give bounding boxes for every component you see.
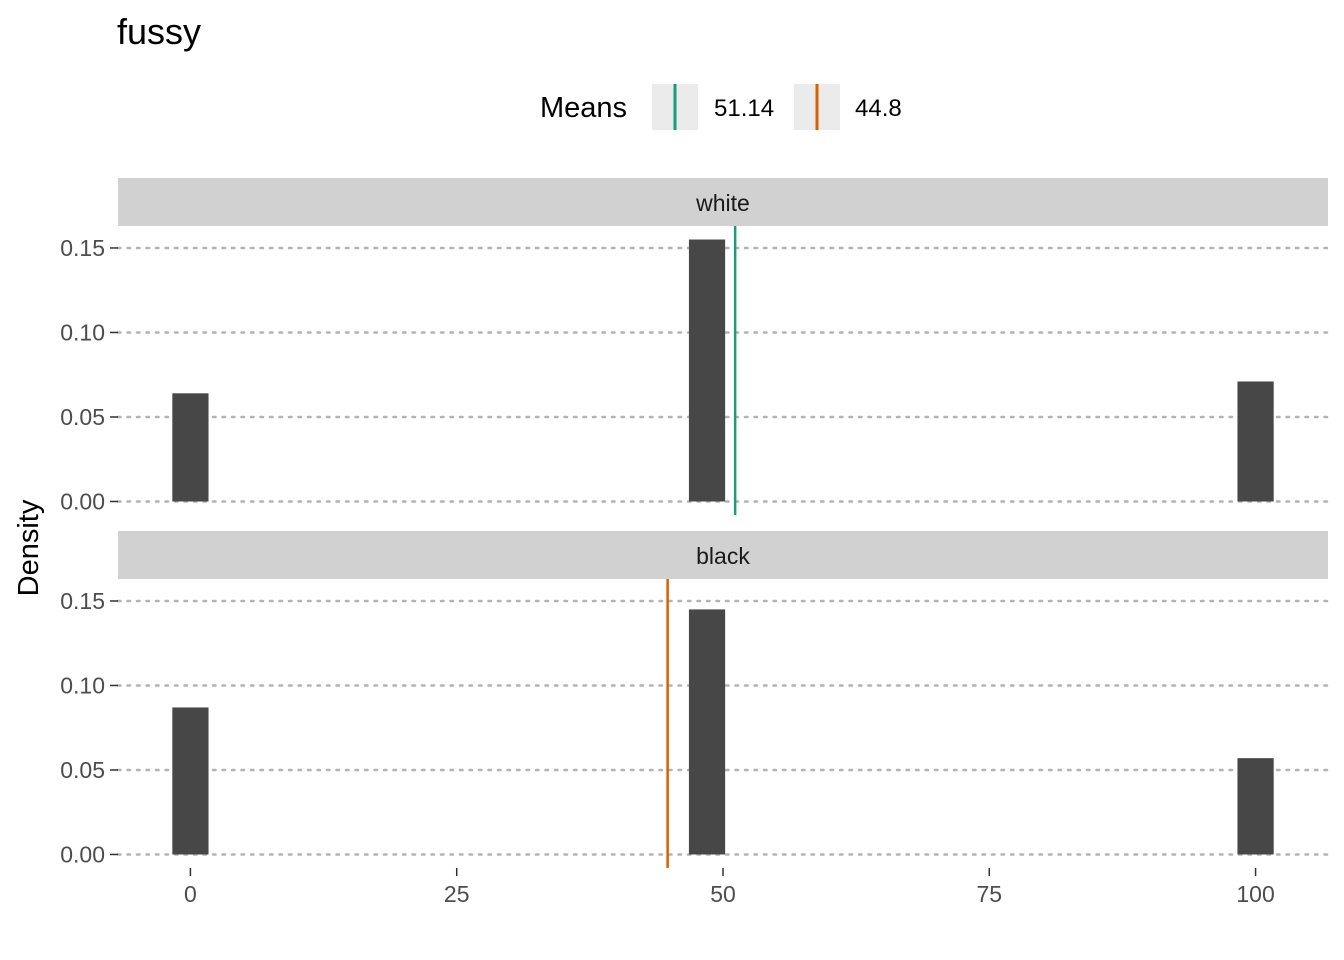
strip-label-white: white — [695, 190, 750, 216]
strip-black — [118, 531, 1328, 579]
x-tick-label: 0 — [184, 881, 197, 907]
x-axis: 0 25 50 75 100 — [184, 868, 1275, 907]
legend-label-1: 44.8 — [855, 95, 902, 122]
density-bar — [172, 393, 209, 502]
density-bar — [1237, 381, 1274, 502]
y-tick-label: 0.00 — [60, 488, 105, 514]
y-tick-label: 0.15 — [60, 235, 105, 261]
strip-label-black: black — [696, 543, 750, 569]
y-tick-label: 0.00 — [60, 841, 105, 867]
density-bar — [1237, 758, 1274, 855]
strip-white — [118, 178, 1328, 226]
density-bar — [172, 707, 209, 855]
y-tick-label: 0.15 — [60, 588, 105, 614]
density-bar — [688, 239, 726, 502]
legend: Means 51.14 44.8 — [540, 84, 902, 130]
legend-title: Means — [540, 92, 627, 124]
chart-title: fussy — [117, 11, 201, 52]
x-tick-label: 100 — [1236, 881, 1274, 907]
legend-label-0: 51.14 — [714, 95, 774, 122]
y-axis-label: Density — [13, 499, 45, 596]
panel-white: white 0.00 0.05 0.10 0.15 — [60, 178, 1330, 515]
x-tick-label: 25 — [444, 881, 470, 907]
density-bar — [688, 609, 726, 855]
x-tick-label: 75 — [976, 881, 1002, 907]
y-tick-label: 0.05 — [60, 757, 105, 783]
y-tick-label: 0.10 — [60, 672, 105, 698]
y-tick-label: 0.10 — [60, 319, 105, 345]
panel-black: black 0.00 0.05 0.10 0.15 — [60, 531, 1330, 868]
x-tick-label: 50 — [710, 881, 736, 907]
y-tick-label: 0.05 — [60, 404, 105, 430]
